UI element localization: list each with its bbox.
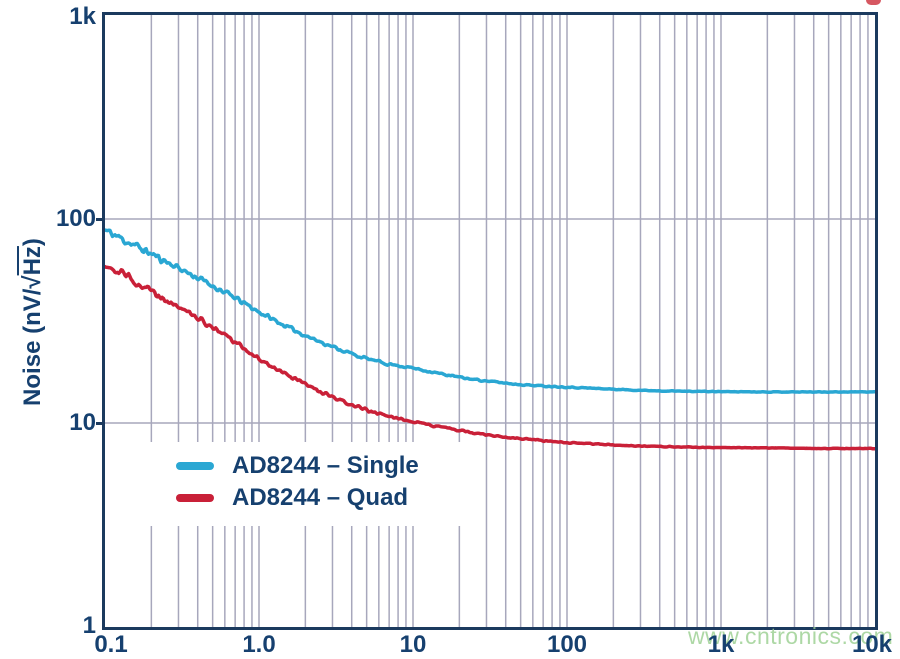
x-tick-label-1k: 1k	[707, 631, 735, 658]
watermark-text: www.cntronics.com	[688, 623, 894, 649]
x-tick-label-10k: 10k	[851, 631, 893, 658]
y-axis-title: Noise (nV/√Hz)	[19, 238, 46, 406]
y-tick-label-100: 100	[55, 205, 96, 232]
single-series-swatch	[176, 462, 214, 470]
corner-red-mark-artifact	[866, 0, 881, 5]
x-tick-label-0p1: 0.1	[94, 631, 128, 658]
y-tickmark-100	[96, 218, 105, 221]
plot-svg	[105, 15, 875, 627]
legend-label-quad: AD8244 – Quad	[232, 484, 409, 511]
y-tick-label-10: 10	[69, 409, 96, 436]
quad-series-swatch	[176, 494, 214, 502]
sqrt-radical-glyph: √	[19, 275, 46, 289]
curve-quad	[105, 264, 875, 451]
chart-legend: AD8244 – Single AD8244 – Quad	[150, 442, 482, 526]
y-tick-label-1: 1	[82, 612, 96, 639]
y-axis-title-pre: Noise (nV/	[19, 288, 46, 406]
x-tick-label-1: 1.0	[242, 631, 276, 658]
y-tick-label-1k: 1k	[69, 3, 96, 30]
x-tick-label-10: 10	[399, 631, 427, 658]
legend-item-quad: AD8244 – Quad	[150, 483, 482, 513]
y-axis-title-radicand: Hz	[19, 246, 46, 276]
legend-label-single: AD8244 – Single	[232, 452, 419, 479]
y-tickmark-10	[96, 422, 105, 425]
plot-area	[102, 12, 878, 630]
curve-single	[105, 228, 875, 394]
y-axis-title-post: )	[19, 238, 46, 247]
legend-item-single: AD8244 – Single	[150, 451, 482, 481]
x-tick-label-100: 100	[546, 631, 588, 658]
